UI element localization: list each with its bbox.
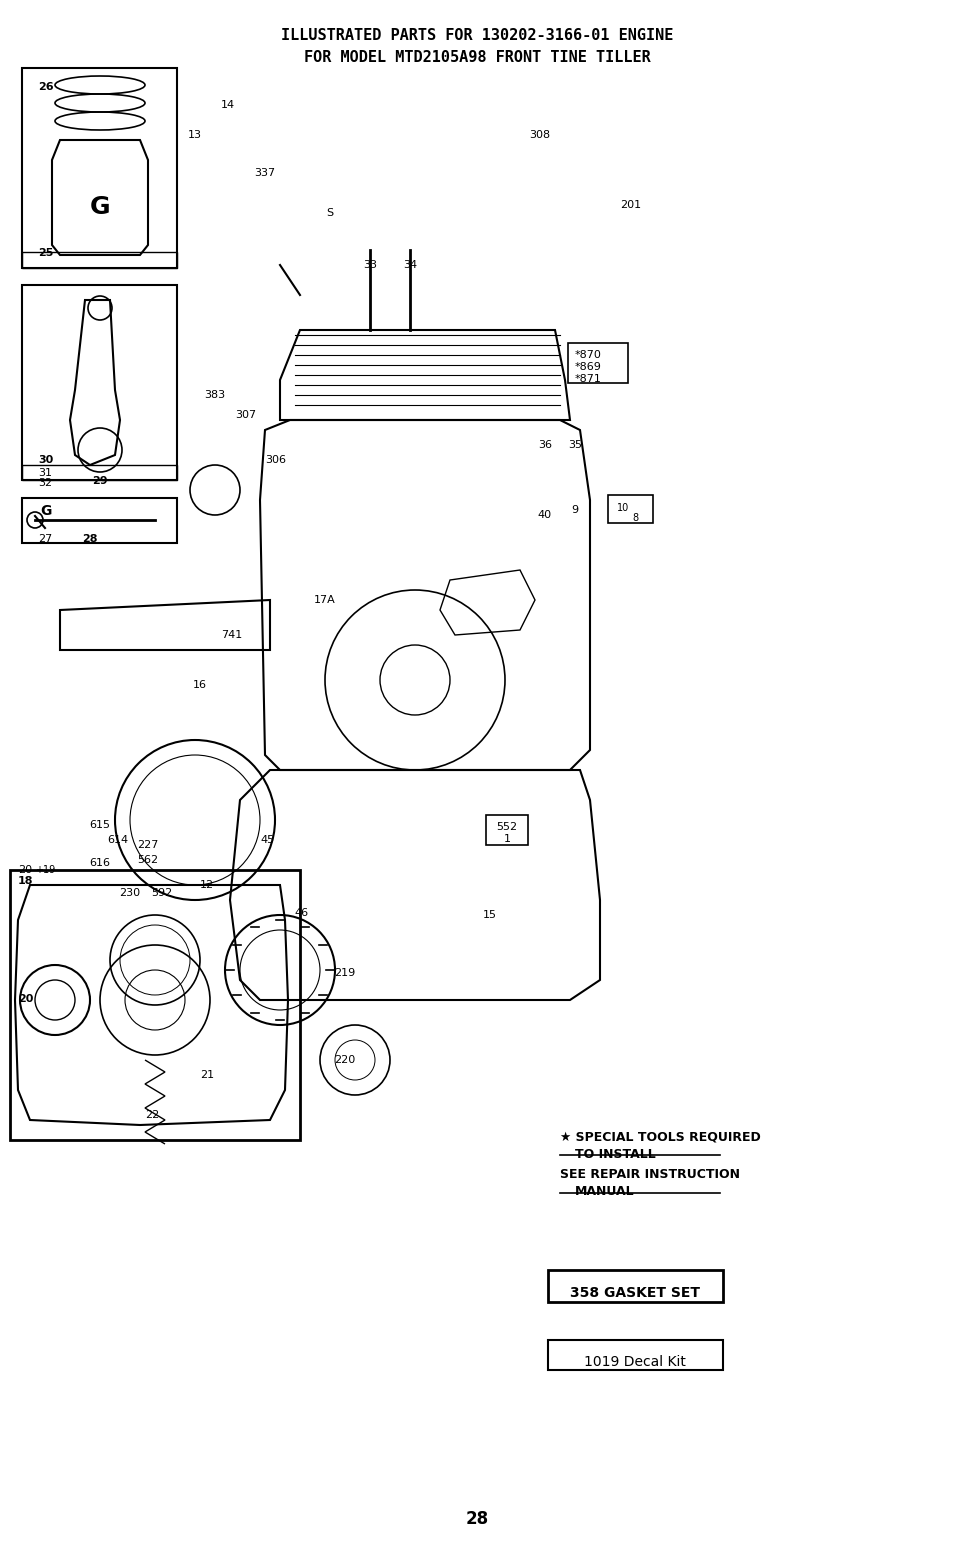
Text: 741: 741 [221, 630, 242, 639]
Text: 201: 201 [619, 200, 640, 209]
Text: 17A: 17A [314, 596, 335, 605]
Text: +19: +19 [35, 864, 55, 875]
Bar [547, 1339, 722, 1371]
Text: S: S [326, 208, 334, 217]
Text: 35: 35 [567, 441, 581, 450]
Text: 219: 219 [334, 967, 355, 978]
Text: 615: 615 [90, 821, 111, 830]
Text: 16: 16 [193, 680, 207, 689]
Text: MANUAL: MANUAL [575, 1185, 634, 1197]
Text: 28: 28 [82, 535, 97, 544]
Text: 18: 18 [18, 875, 33, 886]
Text: *871: *871 [575, 374, 601, 384]
Bar [22, 69, 177, 267]
Bar [22, 252, 177, 267]
Text: 28: 28 [465, 1510, 488, 1529]
Text: 22: 22 [145, 1110, 159, 1121]
Text: 337: 337 [254, 167, 275, 178]
Text: G: G [40, 503, 51, 517]
Text: 15: 15 [482, 910, 497, 921]
Text: 30: 30 [38, 455, 53, 466]
Text: G: G [90, 195, 111, 219]
Text: 14: 14 [221, 100, 234, 109]
Bar [22, 284, 177, 480]
Bar [485, 814, 527, 846]
Text: 21: 21 [200, 1071, 213, 1080]
Text: *870: *870 [575, 350, 601, 359]
Text: 20: 20 [18, 994, 33, 1003]
Text: 616: 616 [90, 858, 111, 867]
Text: 592: 592 [152, 888, 172, 899]
Text: 40: 40 [537, 510, 552, 520]
Text: 1: 1 [503, 835, 510, 844]
Text: 614: 614 [108, 835, 129, 846]
Text: 1019 Decal Kit: 1019 Decal Kit [583, 1355, 685, 1369]
Text: 29: 29 [92, 477, 108, 486]
Text: 31: 31 [38, 467, 52, 478]
Text: 8: 8 [631, 513, 638, 524]
Bar [22, 466, 177, 480]
Text: SEE REPAIR INSTRUCTION: SEE REPAIR INSTRUCTION [559, 1168, 740, 1182]
Text: 45: 45 [261, 835, 274, 846]
Text: 9: 9 [571, 505, 578, 514]
Text: 13: 13 [188, 130, 202, 141]
Text: 562: 562 [137, 855, 158, 864]
Text: 552: 552 [496, 822, 517, 832]
Text: 27: 27 [38, 535, 52, 544]
Text: 227: 227 [137, 839, 158, 850]
Text: 20: 20 [18, 864, 32, 875]
Text: 34: 34 [402, 259, 416, 270]
Text: 33: 33 [363, 259, 376, 270]
Text: 230: 230 [119, 888, 140, 899]
Text: 306: 306 [265, 455, 286, 466]
Text: 25: 25 [38, 249, 53, 258]
Text: 26: 26 [38, 81, 53, 92]
Text: TO INSTALL: TO INSTALL [575, 1147, 655, 1161]
Text: 383: 383 [204, 391, 225, 400]
Text: 32: 32 [38, 478, 52, 488]
Text: FOR MODEL MTD2105A98 FRONT TINE TILLER: FOR MODEL MTD2105A98 FRONT TINE TILLER [303, 50, 650, 66]
Bar [547, 1271, 722, 1302]
Text: ★ SPECIAL TOOLS REQUIRED: ★ SPECIAL TOOLS REQUIRED [559, 1130, 760, 1143]
Bar [567, 342, 627, 383]
Text: 308: 308 [529, 130, 550, 141]
Text: ILLUSTRATED PARTS FOR 130202-3166-01 ENGINE: ILLUSTRATED PARTS FOR 130202-3166-01 ENG… [280, 28, 673, 44]
Bar [607, 495, 652, 524]
Bar [10, 871, 299, 1139]
Text: 10: 10 [617, 503, 629, 513]
Text: 358 GASKET SET: 358 GASKET SET [569, 1286, 700, 1300]
Text: 46: 46 [294, 908, 309, 917]
Text: 36: 36 [537, 441, 552, 450]
Text: 220: 220 [334, 1055, 355, 1064]
Text: *869: *869 [575, 363, 601, 372]
Bar [22, 499, 177, 542]
Text: 307: 307 [234, 410, 255, 420]
Text: 12: 12 [200, 880, 213, 889]
